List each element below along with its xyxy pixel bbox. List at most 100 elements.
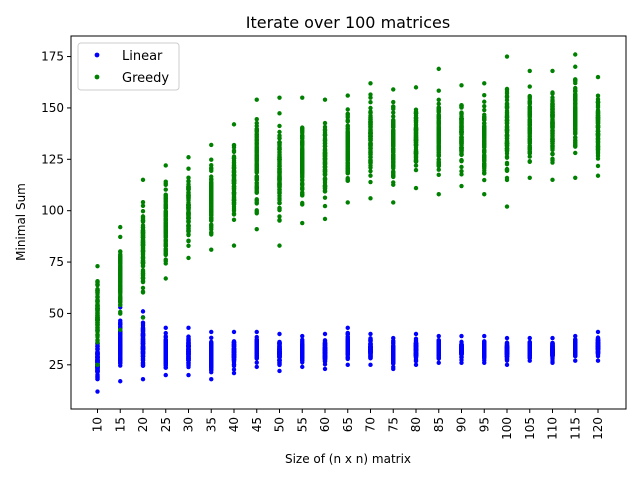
greedy-point xyxy=(118,311,123,316)
greedy-point xyxy=(527,118,532,123)
greedy-point xyxy=(504,118,510,123)
x-tick-label: 115 xyxy=(568,417,582,440)
greedy-point xyxy=(277,171,282,177)
x-tick-label: 75 xyxy=(386,417,400,432)
linear-point xyxy=(118,345,123,351)
greedy-point xyxy=(391,180,396,185)
greedy-point xyxy=(368,168,373,174)
greedy-point xyxy=(595,74,601,80)
greedy-point xyxy=(413,137,419,142)
greedy-point xyxy=(254,197,259,202)
x-tick-label: 90 xyxy=(455,417,469,432)
greedy-point xyxy=(595,173,601,178)
greedy-point xyxy=(322,150,328,155)
linear-point xyxy=(140,356,146,361)
linear-point xyxy=(95,369,100,375)
y-tick-label: 75 xyxy=(49,255,64,269)
greedy-point xyxy=(391,147,396,152)
greedy-point xyxy=(209,232,214,237)
linear-point xyxy=(231,367,237,372)
greedy-point xyxy=(345,200,350,205)
greedy-point xyxy=(573,175,578,181)
greedy-point xyxy=(550,97,555,103)
greedy-point xyxy=(118,270,123,275)
greedy-point xyxy=(550,90,555,95)
linear-point xyxy=(254,356,259,361)
greedy-point xyxy=(254,177,259,183)
greedy-point xyxy=(209,212,214,217)
greedy-point xyxy=(186,243,191,248)
greedy-point xyxy=(504,91,510,96)
x-tick-label: 40 xyxy=(227,417,241,432)
greedy-point xyxy=(527,68,532,74)
greedy-point xyxy=(231,217,237,222)
greedy-point xyxy=(345,150,350,156)
linear-point xyxy=(550,352,555,357)
greedy-point xyxy=(459,129,464,134)
greedy-point xyxy=(300,164,305,169)
greedy-point xyxy=(322,203,328,209)
greedy-point xyxy=(368,127,373,133)
linear-point xyxy=(277,359,282,365)
greedy-point xyxy=(231,164,237,169)
y-tick-label: 100 xyxy=(41,204,64,218)
linear-point xyxy=(573,350,578,355)
greedy-point xyxy=(391,140,396,146)
x-tick-label: 110 xyxy=(546,417,560,440)
greedy-point xyxy=(231,148,237,153)
greedy-point xyxy=(231,180,237,185)
greedy-point xyxy=(118,267,123,272)
linear-point xyxy=(504,362,510,368)
x-tick-label: 10 xyxy=(91,417,105,432)
greedy-point xyxy=(573,88,578,93)
linear-point xyxy=(231,356,237,362)
greedy-point xyxy=(436,101,441,107)
greedy-point xyxy=(254,164,259,170)
greedy-point xyxy=(118,278,123,284)
greedy-point xyxy=(118,224,123,230)
linear-point xyxy=(322,366,328,372)
greedy-point xyxy=(186,166,191,171)
x-tick-label: 15 xyxy=(113,417,127,432)
greedy-point xyxy=(459,138,464,144)
linear-point xyxy=(209,342,214,348)
greedy-point xyxy=(277,243,282,248)
greedy-point xyxy=(322,171,328,177)
greedy-point xyxy=(209,177,214,182)
greedy-point xyxy=(436,192,441,197)
greedy-point xyxy=(95,306,100,312)
linear-point xyxy=(595,329,601,335)
greedy-point xyxy=(459,105,464,110)
greedy-point xyxy=(459,172,464,177)
linear-point xyxy=(391,364,396,370)
linear-point xyxy=(504,354,510,359)
greedy-point xyxy=(436,97,441,102)
greedy-point xyxy=(550,156,555,161)
greedy-point xyxy=(254,209,259,215)
greedy-point xyxy=(231,200,237,205)
greedy-point xyxy=(254,117,259,122)
greedy-point xyxy=(391,117,396,123)
linear-point xyxy=(595,340,601,345)
linear-point xyxy=(163,355,168,360)
greedy-point xyxy=(209,190,214,195)
greedy-point xyxy=(140,223,146,228)
linear-point xyxy=(527,352,532,358)
linear-point xyxy=(482,354,487,360)
greedy-point xyxy=(209,223,214,229)
x-axis: 10 15 20 25 30 35 40 45 50 55 60 65 70 75 80 85 90 95 100 1… xyxy=(91,409,605,440)
greedy-point xyxy=(436,131,441,136)
x-tick-label: 95 xyxy=(477,417,491,432)
linear-point xyxy=(573,347,578,352)
linear-point xyxy=(118,379,123,384)
linear-point xyxy=(413,351,419,356)
linear-point xyxy=(413,355,419,360)
greedy-point xyxy=(163,217,168,222)
greedy-point xyxy=(436,135,441,141)
greedy-point xyxy=(527,149,532,155)
greedy-point xyxy=(277,218,282,223)
greedy-point xyxy=(504,127,510,132)
linear-point xyxy=(595,351,601,356)
linear-point xyxy=(436,360,441,365)
